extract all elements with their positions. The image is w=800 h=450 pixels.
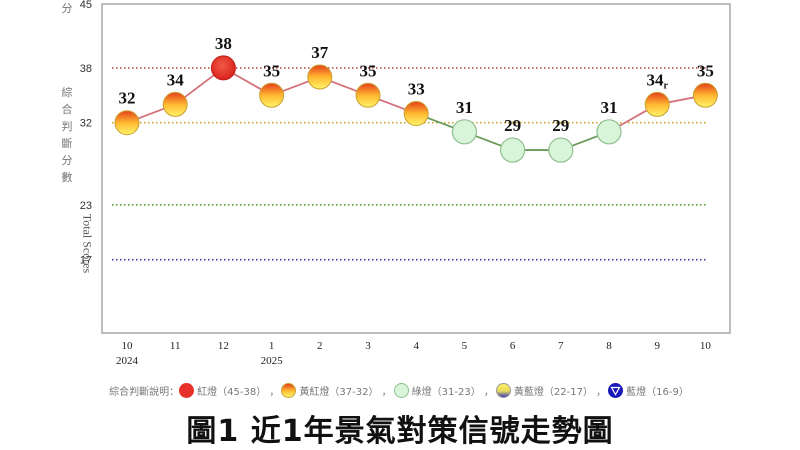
green-signal-marker bbox=[451, 119, 477, 145]
green-signal-marker bbox=[596, 119, 622, 145]
legend-label: 紅燈（45-38） ， bbox=[197, 387, 280, 398]
yellow-red-light-icon bbox=[281, 383, 297, 398]
value-label: 29 bbox=[552, 116, 569, 135]
x-tick-label: 10 bbox=[122, 340, 134, 352]
y-axis-label-chinese: 綜合判斷分數 bbox=[60, 84, 74, 186]
x-tick-label: 1 bbox=[269, 340, 275, 352]
green-light-icon bbox=[393, 383, 409, 398]
yellow-red-signal-marker bbox=[692, 82, 718, 108]
legend-item-yellow-blue: 黃藍燈（22-17） ， bbox=[495, 383, 607, 398]
red-signal-marker bbox=[210, 55, 236, 81]
value-label: 34 bbox=[167, 70, 185, 89]
value-label: 37 bbox=[311, 43, 329, 62]
x-tick-label: 8 bbox=[606, 340, 612, 352]
value-label: 32 bbox=[119, 89, 136, 108]
revised-marker: r bbox=[663, 80, 668, 91]
x-year-label: 2024 bbox=[116, 355, 139, 367]
y-axis-label-char: 合 bbox=[61, 103, 73, 116]
y-tick-label: 23 bbox=[80, 200, 92, 212]
legend-prefix: 綜合判斷說明： bbox=[109, 387, 180, 398]
x-tick-label: 10 bbox=[700, 340, 712, 352]
legend-item-green: 綠燈（31-23） ， bbox=[393, 383, 494, 398]
x-tick-label: 2 bbox=[317, 340, 323, 352]
y-axis-ticks: 45 38 32 23 17 bbox=[80, 0, 92, 267]
plot-frame bbox=[101, 3, 731, 334]
y-tick-label: 45 bbox=[80, 0, 92, 11]
value-label: 35 bbox=[263, 61, 280, 80]
y-axis-label-char: 數 bbox=[61, 171, 73, 184]
x-tick-label: 3 bbox=[365, 340, 371, 352]
legend-label: 黃紅燈（37-32） ， bbox=[299, 387, 392, 398]
yellow-red-signal-marker bbox=[114, 110, 140, 136]
y-axis-label-char: 分 bbox=[61, 154, 73, 167]
yellow-red-signal-marker bbox=[307, 64, 333, 90]
legend: 綜合判斷說明： 紅燈（45-38） ， 黃紅燈（37-32） ， 綠燈（31-2… bbox=[0, 383, 800, 398]
value-label: 34r bbox=[646, 70, 668, 91]
legend-label: 綠燈（31-23） ， bbox=[411, 387, 494, 398]
yellow-red-signal-marker bbox=[259, 82, 285, 108]
chart-title: 圖1 近1年景氣對策信號走勢圖 bbox=[186, 414, 614, 449]
x-tick-label: 4 bbox=[413, 340, 419, 352]
legend-label: 藍燈（16-9） bbox=[626, 387, 689, 398]
x-tick-label: 5 bbox=[462, 340, 468, 352]
red-light-icon bbox=[179, 383, 195, 398]
yellow-red-signal-marker bbox=[644, 91, 670, 117]
y-tick-label: 32 bbox=[80, 118, 92, 130]
value-label: 29 bbox=[504, 116, 521, 135]
x-tick-label: 6 bbox=[510, 340, 516, 352]
green-signal-marker bbox=[499, 137, 526, 163]
x-year-label: 2025 bbox=[261, 355, 284, 367]
legend-label: 黃藍燈（22-17） ， bbox=[513, 387, 607, 398]
green-signal-marker bbox=[548, 137, 574, 163]
y-axis-top-fragment: 分 bbox=[61, 2, 73, 15]
yellow-red-signal-marker bbox=[162, 91, 188, 117]
y-axis-label-char: 斷 bbox=[61, 137, 73, 150]
value-label: 31 bbox=[456, 98, 473, 117]
series-markers bbox=[114, 55, 718, 163]
legend-item-red: 紅燈（45-38） ， bbox=[179, 383, 279, 398]
value-label: 33 bbox=[408, 80, 425, 99]
blue-light-icon bbox=[608, 383, 624, 398]
yellow-red-signal-marker bbox=[403, 101, 429, 127]
y-tick-label: 38 bbox=[80, 63, 92, 75]
y-tick-label: 17 bbox=[80, 255, 92, 267]
x-tick-label: 9 bbox=[654, 340, 660, 352]
legend-item-blue: 藍燈（16-9） bbox=[608, 383, 689, 398]
value-label: 31 bbox=[601, 98, 618, 117]
y-axis-label-char: 判 bbox=[61, 120, 73, 133]
x-tick-label: 7 bbox=[558, 340, 564, 352]
yellow-red-signal-marker bbox=[355, 82, 381, 108]
yellow-blue-light-icon bbox=[495, 383, 511, 398]
y-axis-label-char: 綜 bbox=[61, 86, 73, 99]
y-axis-label-english: Total Scores bbox=[80, 213, 95, 274]
value-label: 35 bbox=[360, 61, 377, 80]
value-labels: 32 34 38 35 37 35 33 31 29 29 31 34r 35 bbox=[119, 34, 714, 135]
value-label: 35 bbox=[697, 61, 714, 80]
x-tick-label: 12 bbox=[218, 340, 229, 352]
legend-item-yellow-red: 黃紅燈（37-32） ， bbox=[281, 383, 392, 398]
x-tick-label: 11 bbox=[170, 340, 181, 352]
value-label: 38 bbox=[215, 34, 232, 53]
